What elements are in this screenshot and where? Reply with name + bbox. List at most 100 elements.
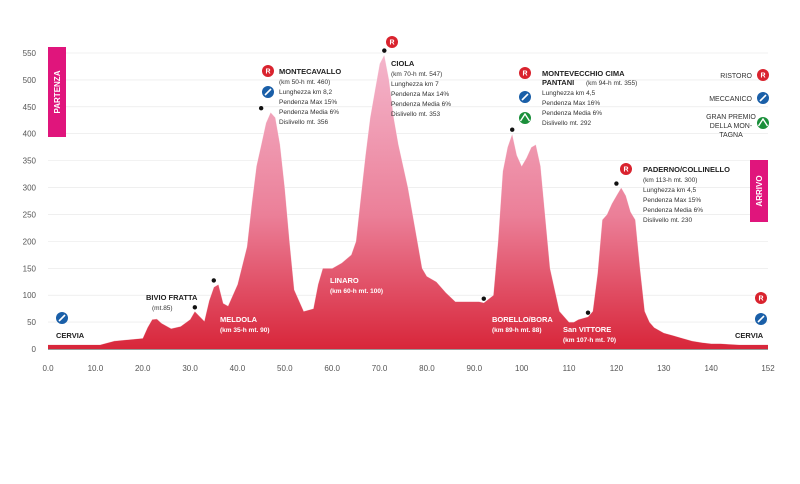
y-tick-label: 150 [23, 264, 37, 273]
point-marker [211, 278, 216, 283]
ristoro-icon: R [262, 65, 274, 77]
x-tick-label: 110 [563, 364, 576, 373]
annotation-label: LINARO [330, 276, 359, 285]
wrench-icon [519, 91, 531, 103]
y-tick-label: 0 [32, 345, 37, 354]
point-marker [510, 127, 515, 132]
legend-ristoro-label: RISTORO [720, 73, 752, 80]
annotation-cervia-finish: CERVIA [735, 331, 764, 340]
y-tick-label: 450 [23, 103, 37, 112]
point-marker [258, 106, 264, 111]
point-marker [585, 310, 591, 315]
x-tick-label: 0.0 [42, 364, 54, 373]
point-marker [481, 296, 486, 301]
x-tick-label: 80.0 [419, 364, 435, 373]
svg-text:R: R [265, 69, 270, 76]
wrench-icon [757, 92, 769, 104]
annotation-label: BIVIO FRATTA [146, 293, 198, 302]
legend-gpm-line3: TAGNA [719, 132, 743, 139]
annotation-label: MELDOLA [220, 315, 258, 324]
annotation-meldola: MELDOLA (km 35-h mt. 90) [220, 315, 270, 334]
y-tick-label: 200 [23, 237, 37, 246]
y-tick-label: 100 [23, 291, 37, 300]
annotation-stat: Pendenza Media 6% [279, 109, 339, 116]
annotation-stat: Lunghezza km 7 [391, 81, 439, 88]
annotation-label: PADERNO/COLLINELLO [643, 165, 730, 174]
point-marker [192, 305, 198, 310]
annotation-detail: (mt.85) [152, 305, 173, 312]
x-tick-label: 40.0 [230, 364, 246, 373]
annotation-stat: Dislivello mt. 292 [542, 120, 592, 127]
y-tick-label: 50 [27, 318, 36, 327]
point-markers [192, 48, 619, 315]
annotation-label: San VITTORE [563, 325, 611, 334]
annotation-detail: (km 50-h mt. 460) [279, 79, 330, 86]
x-tick-label: 50.0 [277, 364, 293, 373]
y-axis-ticks: 0 50 100 150 200 250 300 350 400 450 500 550 [23, 49, 37, 354]
x-tick-label: 152 [761, 364, 775, 373]
wrench-icon [262, 86, 274, 98]
annotation-paderno: PADERNO/COLLINELLO (km 113-h mt. 300) Lu… [643, 165, 730, 224]
annotation-stat: Dislivello mt. 230 [643, 217, 693, 224]
annotation-stat: Pendenza Max 15% [643, 197, 701, 204]
annotation-detail: (km 94-h mt. 355) [586, 80, 637, 87]
annotation-detail: (km 107-h mt. 70) [563, 337, 616, 344]
annotation-ciola: CIOLA (km 70-h mt. 547) Lunghezza km 7 P… [391, 59, 451, 118]
y-tick-label: 300 [23, 184, 37, 193]
start-banner: PARTENZA [48, 47, 66, 137]
annotation-stat: Lunghezza km 4,5 [542, 90, 596, 97]
annotation-linaro: LINARO (km 60-h mt. 100) [330, 276, 383, 295]
x-tick-label: 20.0 [135, 364, 151, 373]
x-tick-label: 10.0 [88, 364, 104, 373]
ristoro-icon: R [620, 163, 632, 175]
x-tick-label: 140 [704, 364, 718, 373]
annotation-stat: Dislivello mt. 353 [391, 111, 441, 118]
annotation-detail: (km 89-h mt. 88) [492, 327, 542, 334]
point-marker [382, 48, 387, 53]
finish-label: ARRIVO [755, 175, 764, 206]
x-tick-label: 30.0 [182, 364, 198, 373]
legend: RISTORO R MECCANICO GRAN PREMIO DELLA MO… [706, 69, 769, 139]
svg-text:R: R [522, 71, 527, 78]
svg-text:R: R [623, 167, 628, 174]
start-label: PARTENZA [53, 70, 62, 113]
annotation-montecavallo: MONTECAVALLO (km 50-h mt. 460) Lunghezza… [279, 67, 341, 126]
annotation-stat: Pendenza Media 6% [643, 207, 703, 214]
elevation-outline [48, 53, 768, 345]
x-tick-label: 70.0 [372, 364, 388, 373]
y-tick-label: 350 [23, 157, 37, 166]
start-banner-box [48, 47, 66, 137]
annotation-stat: Lunghezza km 8,2 [279, 89, 333, 96]
y-tick-label: 250 [23, 210, 37, 219]
annotation-stat: Pendenza Max 14% [391, 91, 449, 98]
legend-meccanico-label: MECCANICO [709, 96, 752, 103]
y-tick-label: 550 [23, 49, 37, 58]
annotation-label: CIOLA [391, 59, 415, 68]
annotation-label: CERVIA [735, 331, 764, 340]
y-tick-label: 400 [23, 130, 37, 139]
annotation-label: BORELLO/BORA [492, 315, 553, 324]
svg-text:R: R [758, 296, 763, 303]
annotation-san-vittore: San VITTORE (km 107-h mt. 70) [563, 325, 616, 344]
wrench-icon [56, 312, 68, 324]
annotation-stat: Pendenza Media 6% [542, 110, 602, 117]
svg-text:R: R [760, 73, 765, 80]
annotation-borello: BORELLO/BORA (km 89-h mt. 88) [492, 315, 553, 334]
annotation-detail: (km 113-h mt. 300) [643, 177, 697, 184]
y-tick-label: 500 [23, 76, 37, 85]
annotation-label: MONTEVECCHIO CIMA [542, 69, 625, 78]
annotation-detail: (km 70-h mt. 547) [391, 71, 442, 78]
annotation-stat: Pendenza Media 6% [391, 101, 451, 108]
x-tick-label: 120 [610, 364, 624, 373]
svg-text:R: R [389, 40, 394, 47]
legend-gpm-line1: GRAN PREMIO [706, 114, 756, 121]
annotation-label: PANTANI [542, 78, 574, 87]
finish-banner: ARRIVO [750, 160, 768, 222]
ristoro-icon: R [519, 67, 531, 79]
wrench-icon [755, 313, 767, 325]
annotation-detail: (km 35-h mt. 90) [220, 327, 270, 334]
mountain-icon [757, 117, 769, 129]
elevation-area [48, 54, 768, 349]
x-axis-ticks: 0.0 10.0 20.0 30.0 40.0 50.0 60.0 70.0 80.0 90.0 1… [42, 364, 775, 373]
